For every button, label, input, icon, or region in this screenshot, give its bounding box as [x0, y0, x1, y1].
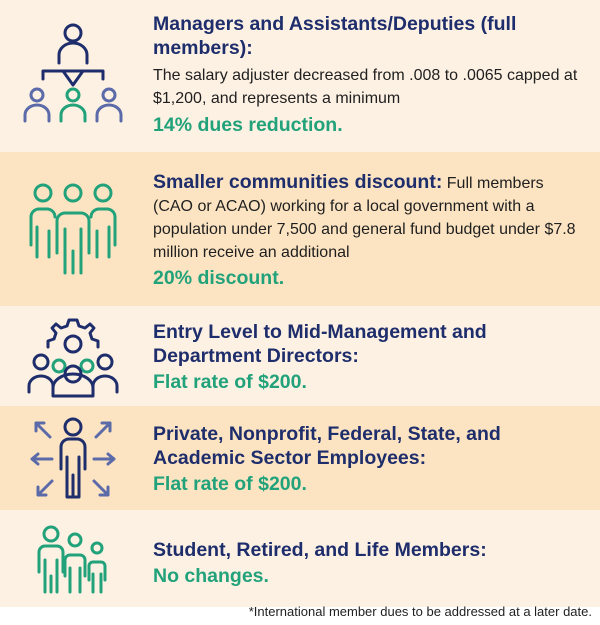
- row-small-communities: Smaller communities discount: Full membe…: [0, 152, 600, 306]
- row-title: Managers and Assistants/Deputies (full m…: [153, 13, 517, 59]
- row-title: Private, Nonprofit, Federal, State, and …: [153, 423, 501, 469]
- footnote: *International member dues to be address…: [248, 604, 592, 619]
- row-highlight: Flat rate of $200.: [153, 371, 307, 393]
- row-title: Smaller communities discount:: [153, 171, 443, 193]
- row-entry-level: Entry Level to Mid-Management and Depart…: [0, 306, 600, 406]
- row-body: Smaller communities discount: Full membe…: [153, 170, 588, 264]
- row-highlight: 20% discount.: [153, 267, 285, 289]
- row-managers: Managers and Assistants/Deputies (full m…: [0, 0, 600, 152]
- person-arrows-icon: [20, 414, 125, 504]
- row-body-text: Full members (CAO or ACAO) working for a…: [153, 175, 576, 261]
- group-icon: [20, 180, 125, 280]
- row-title: Entry Level to Mid-Management and Depart…: [153, 321, 487, 367]
- row-title: Student, Retired, and Life Members:: [153, 539, 487, 561]
- row-highlight: Flat rate of $200.: [153, 473, 307, 495]
- org-chart-icon: [20, 18, 125, 128]
- row-student-retired: Student, Retired, and Life Members: No c…: [0, 510, 600, 607]
- row-body: The salary adjuster decreased from .008 …: [153, 67, 578, 107]
- row-highlight: No changes.: [153, 565, 269, 587]
- team-gear-icon: [20, 314, 125, 402]
- family-icon: [20, 522, 125, 598]
- row-private-sector: Private, Nonprofit, Federal, State, and …: [0, 406, 600, 510]
- row-highlight: 14% dues reduction.: [153, 114, 343, 136]
